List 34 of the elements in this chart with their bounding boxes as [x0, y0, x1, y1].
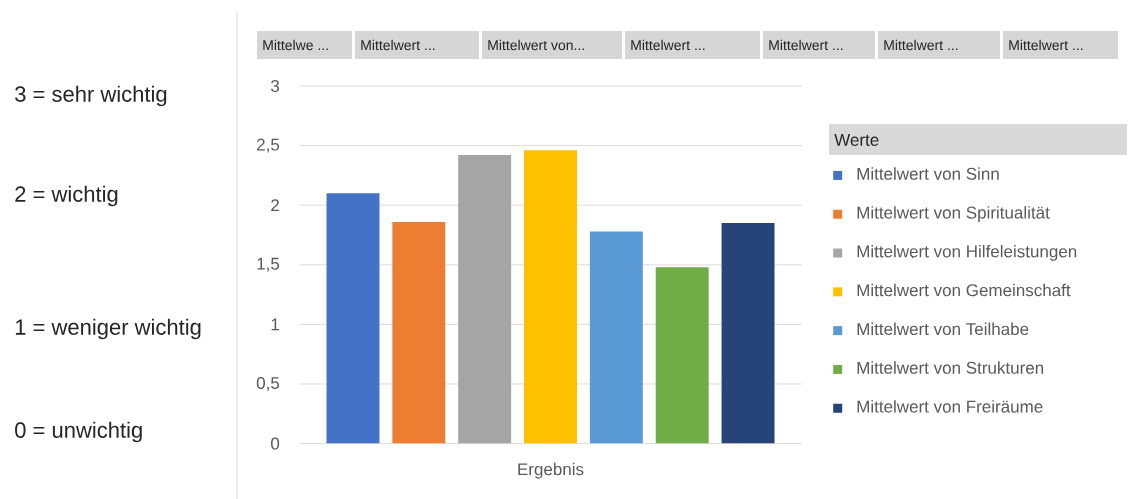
x-tick-label: Ergebnis — [518, 462, 584, 479]
legend-label: Mittelwert von Hilfeleistungen — [857, 244, 1077, 261]
legend-label: Mittelwert von Gemeinschaft — [857, 283, 1071, 297]
text: Mittelwert ... — [1009, 39, 1083, 51]
text: 1 = weniger wichtig — [15, 318, 201, 340]
y-tick-label: 0,5 — [256, 376, 280, 392]
bar — [524, 150, 577, 444]
y-tick-label: 2,5 — [257, 138, 280, 153]
text: Mittelwert ... — [631, 39, 705, 51]
legend-label: Mittelwert von Teilhabe — [857, 322, 1029, 336]
text: 0 = unwichtig — [15, 421, 142, 443]
text: Mittelwert von... — [488, 39, 584, 51]
text: Mittelwe ... — [263, 39, 328, 51]
bar — [721, 223, 775, 444]
text: 2 = wichtig — [15, 185, 118, 207]
y-tick-label: 1,5 — [257, 257, 280, 272]
legend-label: Mittelwert von Sinn — [857, 167, 999, 180]
bar — [392, 221, 446, 444]
bar — [458, 155, 512, 444]
text: Mittelwert ... — [884, 39, 958, 51]
bar — [655, 267, 709, 444]
legend-label: Mittelwert von Strukturen — [857, 361, 1044, 374]
bar — [589, 231, 643, 444]
legend-label: Mittelwert von Spiritualität — [857, 206, 1050, 223]
text: Mittelwert ... — [769, 39, 843, 51]
y-tick-label: 1 — [271, 318, 279, 331]
bar — [326, 193, 380, 444]
y-tick-label: 0 — [271, 437, 280, 450]
legend-label: Mittelwert von Freiräume — [857, 400, 1043, 413]
y-tick-label: 3 — [271, 79, 280, 93]
text: Mittelwert ... — [361, 39, 435, 51]
legend-title: Werte — [834, 134, 879, 146]
y-tick-label: 2 — [271, 199, 279, 212]
text: 3 = sehr wichtig — [15, 85, 167, 107]
